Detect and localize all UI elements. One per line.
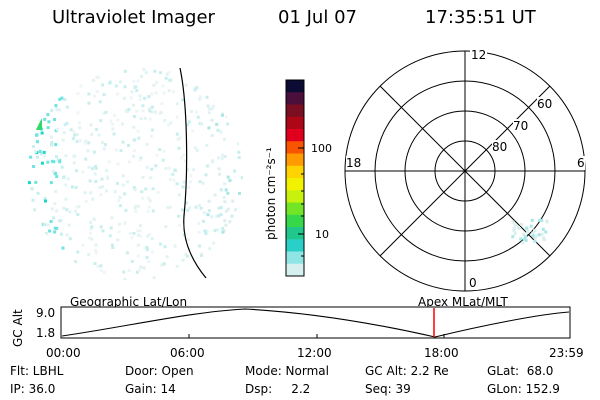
colorbar-tick-10: 10 [315,228,329,241]
status-dsp: Dsp: 2.2 [245,382,311,396]
status-glon: GLon: 152.9 [487,382,560,396]
timeline-right-label: Apex MLat/MLT [418,295,508,309]
polar-grid-icon [344,50,586,292]
instrument-title: Ultraviolet Imager [52,7,215,28]
timeline-plot [60,306,571,339]
polar-label-12: 12 [470,48,488,62]
timeline-xtick-0600: 06:00 [170,346,205,360]
status-mode: Mode: Normal [245,364,329,378]
timeline-xtick-1200: 12:00 [297,346,332,360]
timeline-xtick-0000: 00:00 [46,346,81,360]
timeline-ytick-bottom: 1.8 [36,326,56,340]
polar-label-6: 6 [577,156,585,170]
timeline-left-label: Geographic Lat/Lon [70,295,188,309]
polar-lat-70: 70 [513,119,529,133]
colorbar-unit-label: photon cm⁻²s⁻¹ [264,147,278,240]
timeline-ytick-top: 9.0 [36,306,56,320]
time-label: 17:35:51 UT [425,7,536,28]
polar-lat-60: 60 [537,97,553,111]
status-filter: Flt: LBHL [10,364,64,378]
timeline-xtick-1800: 18:00 [424,346,459,360]
timeline-axis-title: GC Alt [11,309,25,347]
date-label: 01 Jul 07 [278,7,357,28]
polar-label-0: 0 [468,276,478,290]
status-seq: Seq: 39 [365,382,411,396]
polar-lat-80: 80 [492,140,508,154]
status-gain: Gain: 14 [125,382,176,396]
status-door: Door: Open [125,364,194,378]
status-gc-alt: GC Alt: 2.2 Re [365,364,449,378]
colorbar-tick-100: 100 [311,142,332,155]
polar-label-18: 18 [346,156,362,170]
status-glat: GLat: 68.0 [487,364,554,378]
status-ip: IP: 36.0 [10,382,56,396]
earth-disk-icon [27,67,243,280]
colorbar [285,79,305,277]
timeline-xtick-2359: 23:59 [549,346,584,360]
